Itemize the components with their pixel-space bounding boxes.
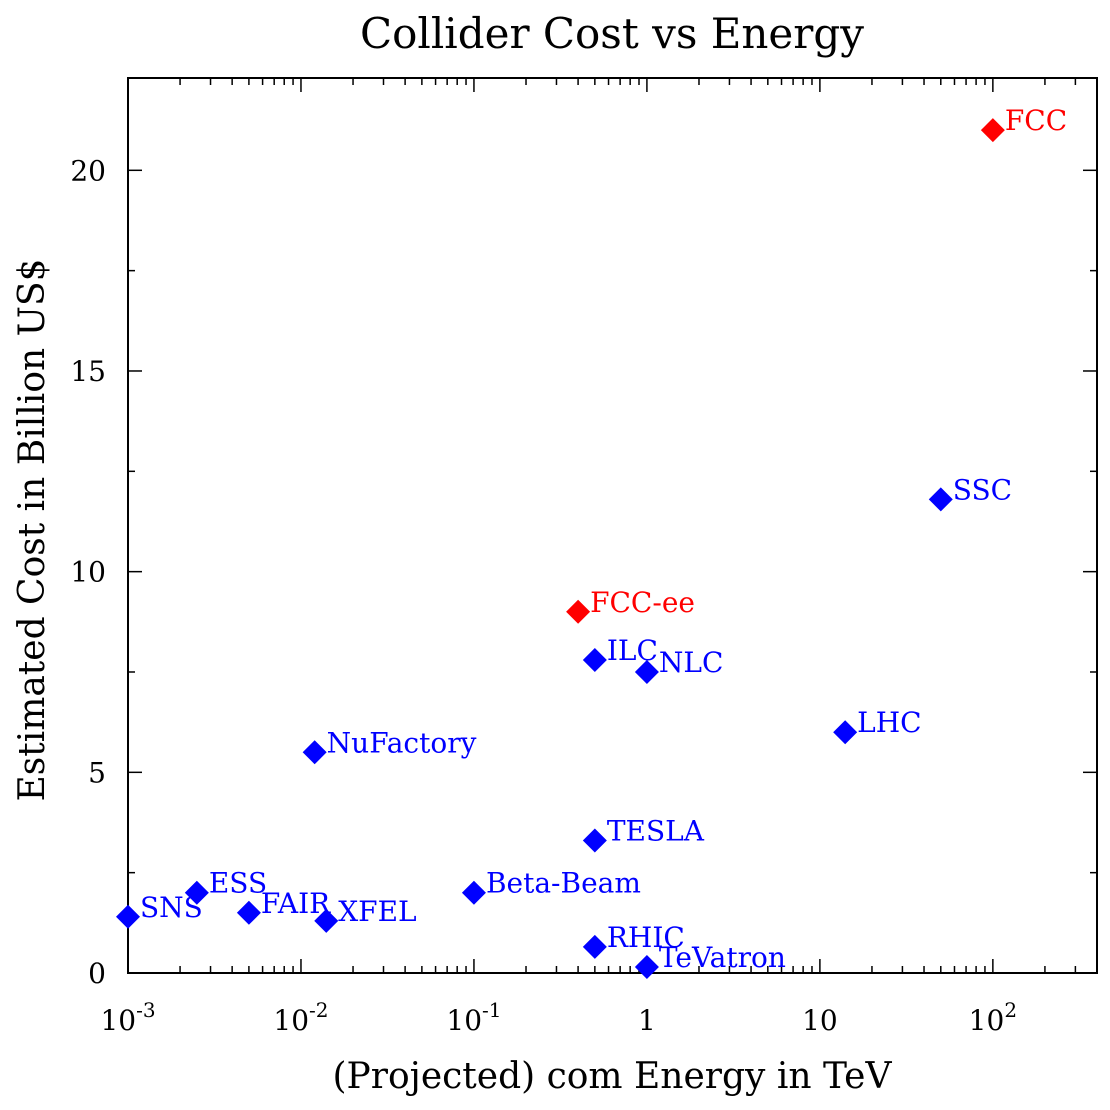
data-point-label: Beta-Beam — [486, 867, 641, 900]
plot-frame — [127, 77, 1098, 974]
y-tick-label: 10 — [70, 556, 106, 589]
data-point-marker — [928, 487, 953, 512]
data-point-label: FAIR — [261, 887, 331, 920]
data-point-marker — [582, 934, 607, 959]
y-tick-label: 5 — [88, 756, 106, 789]
data-point-marker — [833, 720, 858, 745]
y-tick-label: 15 — [70, 355, 106, 388]
data-point-marker — [582, 647, 607, 672]
x-tick-label: 1 — [638, 1004, 656, 1037]
plot-axes: 10-3 10-2 10-1 1 10 102 0 5 10 15 20 — [70, 77, 1098, 1037]
x-tick-label: 10-2 — [273, 998, 328, 1037]
data-point-label: LHC — [857, 706, 921, 739]
data-point-label: ILC — [607, 634, 658, 667]
y-tick-label: 20 — [70, 154, 106, 187]
data-point-marker — [302, 740, 327, 765]
data-point-label: NuFactory — [327, 726, 477, 759]
y-tick-label: 0 — [88, 957, 106, 990]
data-point-marker — [566, 599, 591, 624]
data-point-label: FCC — [1005, 104, 1067, 137]
y-axis-title: Estimated Cost in Billion US$ — [12, 258, 53, 801]
data-point-label: NLC — [659, 646, 724, 679]
chart-title: Collider Cost vs Energy — [360, 9, 864, 58]
data-point-label: XFEL — [338, 895, 416, 928]
data-point-marker — [634, 954, 659, 979]
x-tick-label: 102 — [969, 998, 1017, 1037]
x-axis-title: (Projected) com Energy in TeV — [333, 1056, 893, 1097]
data-point-marker — [116, 904, 140, 929]
data-point-label: SSC — [953, 473, 1012, 506]
data-point-label: ESS — [209, 867, 267, 900]
data-point-marker — [582, 828, 607, 853]
data-point-marker — [236, 900, 261, 925]
data-point-marker — [184, 880, 209, 905]
data-point-marker — [314, 908, 339, 933]
data-point-label: TESLA — [607, 815, 705, 848]
data-point-label: RHIC — [607, 921, 685, 954]
data-point-marker — [980, 118, 1005, 143]
x-tick-label: 10 — [802, 1004, 838, 1037]
data-point-label: FCC-ee — [590, 586, 695, 619]
x-tick-label: 10-3 — [100, 998, 155, 1037]
data-point-marker — [634, 659, 659, 684]
data-point-marker — [461, 880, 486, 905]
x-tick-label: 10-1 — [446, 998, 501, 1037]
data-point-label: TeVatron — [659, 941, 786, 974]
